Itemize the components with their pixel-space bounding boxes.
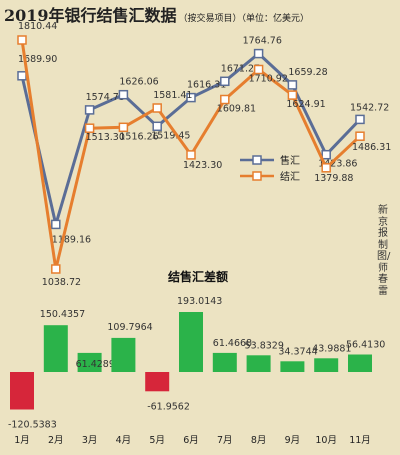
data-label: 1038.72 xyxy=(42,277,81,288)
bar xyxy=(145,372,170,392)
data-point xyxy=(321,163,331,173)
data-label: 1513.30 xyxy=(86,132,125,143)
x-tick-label: 8月 xyxy=(251,435,267,446)
bar xyxy=(212,352,237,372)
x-tick-label: 11月 xyxy=(349,435,371,446)
data-point xyxy=(186,150,196,160)
x-tick-label: 7月 xyxy=(217,435,233,446)
legend-swatch-marker xyxy=(252,171,262,181)
data-label: 1689.90 xyxy=(18,54,57,65)
data-label: 1423.86 xyxy=(318,159,357,170)
data-point xyxy=(220,76,230,87)
data-label: 1519.45 xyxy=(151,130,190,141)
data-point xyxy=(51,219,61,230)
data-label: 1423.30 xyxy=(183,160,222,171)
x-axis: 1月 2月 3月 4月 5月 6月 7月 8月 9月 10月 11月 xyxy=(14,435,371,446)
bar xyxy=(111,337,136,372)
bar xyxy=(77,352,102,372)
bar xyxy=(280,361,305,372)
bar-label: 61.4289 xyxy=(76,359,115,370)
bar-chart: -120.5383 150.4357 61.4289 109.7964 -61.9562… xyxy=(8,296,385,431)
bar xyxy=(348,354,372,372)
bar-label: 43.9881 xyxy=(312,343,351,354)
data-label: 1624.91 xyxy=(286,99,325,110)
x-tick-label: 1月 xyxy=(14,435,30,446)
bar-label: -120.5383 xyxy=(8,420,57,431)
data-point xyxy=(51,264,61,274)
data-point xyxy=(355,114,365,125)
data-point xyxy=(287,80,298,90)
bar xyxy=(10,372,34,410)
data-point xyxy=(84,123,95,133)
bar-label: 193.0143 xyxy=(177,296,222,307)
x-tick-label: 9月 xyxy=(285,435,301,446)
x-tick-label: 4月 xyxy=(116,435,132,446)
data-label: 1516.26 xyxy=(119,131,158,142)
data-label: 1189.16 xyxy=(52,234,91,245)
data-label: 1574.73 xyxy=(86,92,125,103)
data-point xyxy=(17,35,27,45)
data-point xyxy=(220,94,230,105)
data-point xyxy=(321,149,331,160)
data-point xyxy=(118,122,129,133)
data-label: 1710.92 xyxy=(249,74,288,85)
data-point xyxy=(152,121,162,132)
data-point xyxy=(84,105,95,115)
data-label: 1581.41 xyxy=(153,90,192,101)
bar-label: 34.3744 xyxy=(278,346,317,357)
data-point xyxy=(355,131,365,141)
data-point xyxy=(186,92,196,103)
data-point xyxy=(152,103,162,113)
data-label: 1671.27 xyxy=(221,63,260,74)
bar-label: 53.8329 xyxy=(245,340,284,351)
data-point xyxy=(118,89,129,100)
bar xyxy=(179,312,203,372)
data-point xyxy=(17,71,27,81)
bar-chart-title: 结售汇差额 xyxy=(168,270,229,284)
data-label: 1609.81 xyxy=(217,104,256,115)
bar-label: 150.4357 xyxy=(40,309,85,320)
legend-label: 结汇 xyxy=(280,170,300,183)
bar-label: 56.4130 xyxy=(346,340,385,351)
data-point xyxy=(253,48,264,59)
credit-label: 新京报制图/师春雷 xyxy=(377,205,391,297)
legend-swatch-marker xyxy=(252,155,262,165)
data-label: 1626.06 xyxy=(119,77,158,88)
x-tick-label: 6月 xyxy=(183,435,199,446)
bar-label: 109.7964 xyxy=(107,322,152,333)
data-point xyxy=(253,64,264,75)
line-chart: 1689.90 1189.16 1574.73 1626.06 1519.45 1616.… xyxy=(17,21,391,288)
x-tick-label: 3月 xyxy=(82,435,98,446)
data-point xyxy=(287,90,298,100)
x-tick-label: 5月 xyxy=(149,435,165,446)
data-label: 1542.72 xyxy=(350,102,389,113)
bar xyxy=(314,358,339,372)
data-label: 1764.76 xyxy=(243,36,282,47)
data-label: 1810.44 xyxy=(18,21,57,32)
bar xyxy=(246,355,271,372)
x-tick-label: 10月 xyxy=(315,435,337,446)
x-tick-label: 2月 xyxy=(48,435,64,446)
data-label: 1659.28 xyxy=(288,67,327,78)
data-label: 1379.88 xyxy=(314,173,353,184)
chart-title: 2019年银行结售汇数据 （按交易项目）（单位：亿美元） xyxy=(4,6,310,25)
bar-label: -61.9562 xyxy=(147,401,190,412)
bar xyxy=(43,325,68,372)
bar-label: 61.4668 xyxy=(213,338,252,349)
data-label: 1616.31 xyxy=(187,80,226,91)
legend-label: 售汇 xyxy=(280,154,300,167)
chart-title-note: （按交易项目）（单位：亿美元） xyxy=(178,14,310,24)
data-label: 1486.31 xyxy=(352,142,391,153)
